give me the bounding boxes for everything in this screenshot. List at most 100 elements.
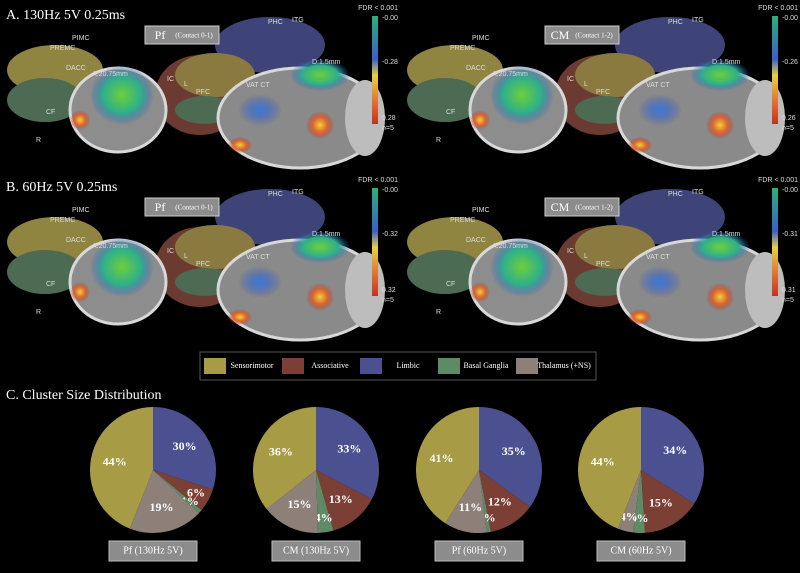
- brain-region: [215, 189, 325, 245]
- region-label: PHC: [668, 191, 683, 198]
- pie-value-label: 41%: [429, 451, 453, 465]
- colorbar-label: 0.31: [782, 287, 796, 294]
- pie-slice: [252, 407, 316, 510]
- region-label: R: [436, 137, 441, 144]
- activation: [490, 237, 554, 297]
- activation: [628, 309, 652, 325]
- activation: [90, 65, 154, 125]
- pie-slice: [89, 407, 153, 529]
- colorbar: [372, 16, 378, 124]
- legend-swatch: [438, 358, 460, 374]
- pie-slice: [316, 470, 372, 531]
- pie-value-label: 19%: [150, 500, 174, 514]
- axial-slice: [745, 80, 785, 156]
- region-label: PFC: [196, 89, 210, 96]
- activation: [238, 94, 282, 126]
- region-label: PFC: [596, 89, 610, 96]
- brain-region: [407, 78, 483, 122]
- pie-value-label: 35%: [502, 444, 526, 458]
- pie-slice: [415, 407, 479, 524]
- pie-label: Pf (60Hz 5V): [452, 545, 506, 556]
- region-label: PREMC: [450, 45, 475, 52]
- panel-title: A. 130Hz 5V 0.25ms: [6, 8, 125, 23]
- pie-value-label: 6%: [187, 485, 205, 499]
- region-label: PIMC: [472, 35, 490, 42]
- pie-slice: [129, 470, 199, 533]
- pie-slice: [641, 407, 704, 504]
- slice-label: A:20.75mm: [92, 71, 128, 78]
- pie-slice: [445, 470, 487, 533]
- region-label: ITG: [292, 189, 304, 196]
- colorbar-label: 0.32: [382, 287, 396, 294]
- pie-slice: [316, 470, 334, 533]
- colorbar-label: 0.26: [782, 115, 796, 122]
- pie-value-label: 13%: [329, 492, 353, 506]
- region-label: VAT CT: [646, 82, 670, 89]
- activation: [628, 137, 652, 153]
- panel-title: B. 60Hz 5V 0.25ms: [6, 180, 117, 195]
- pie-value-label: 12%: [488, 495, 512, 509]
- colorbar: [772, 16, 778, 124]
- pie-label-box: [596, 540, 686, 562]
- pie-value-label: 15%: [649, 495, 673, 509]
- legend-label: Limbic: [396, 361, 420, 370]
- slice-label: D:1.5mm: [312, 59, 341, 66]
- brain-panel: CM (Contact 1-2) PIMC PREMC DACC IC L PFC PHC ITG…: [407, 177, 798, 342]
- legend-swatch: [516, 358, 538, 374]
- colorbar-title: FDR < 0.001: [358, 177, 398, 184]
- region-label: VAT CT: [646, 254, 670, 261]
- region-label: VAT CT: [246, 254, 270, 261]
- contact-box: [544, 197, 620, 217]
- region-label: IC: [567, 248, 574, 255]
- colorbar-label: -0.00: [782, 15, 798, 22]
- pie-slice: [633, 470, 645, 533]
- region-label: PIMC: [72, 35, 90, 42]
- colorbar-n: n=5: [382, 297, 394, 304]
- pie-slice: [617, 470, 641, 533]
- brain-region: [215, 17, 325, 73]
- pie-label: Pf (130Hz 5V): [123, 545, 182, 556]
- colorbar-label: 0.28: [382, 115, 396, 122]
- legend-swatch: [282, 358, 304, 374]
- slice-label: A:20.75mm: [492, 243, 528, 250]
- legend-label: Thalamus (+NS): [537, 361, 591, 370]
- region-label: VAT CT: [246, 82, 270, 89]
- pie-slice: [479, 470, 491, 533]
- pie-label: CM (60Hz 5V): [610, 545, 671, 556]
- region-label: ITG: [692, 17, 704, 24]
- pie-slice: [578, 407, 641, 529]
- activation: [290, 59, 350, 91]
- slice-label: D:1.5mm: [712, 59, 741, 66]
- pie-slice: [641, 470, 695, 533]
- region-label: R: [436, 309, 441, 316]
- region-label: IC: [167, 76, 174, 83]
- region-label: CF: [446, 109, 455, 116]
- region-label: PHC: [668, 19, 683, 26]
- pie-value-label: 34%: [663, 443, 687, 457]
- activation: [638, 266, 682, 298]
- region-label: PREMC: [50, 45, 75, 52]
- contact-label: (Contact 0-1): [175, 32, 213, 40]
- pie-label-box: [434, 540, 524, 562]
- activation: [470, 282, 490, 302]
- contact-label: (Contact 0-1): [175, 204, 213, 212]
- contact-box: [144, 25, 220, 45]
- colorbar-label: -0.00: [382, 15, 398, 22]
- legend-swatch: [204, 358, 226, 374]
- slice-label: D:1.5mm: [712, 231, 741, 238]
- region-label: PHC: [268, 191, 283, 198]
- pie-slice: [479, 407, 543, 508]
- brain-region: [7, 250, 83, 294]
- contact-target: Pf: [155, 28, 166, 42]
- axial-slice: [745, 252, 785, 328]
- colorbar-label: -0.28: [382, 59, 398, 66]
- contact-target: Pf: [155, 200, 166, 214]
- contact-box: [144, 197, 220, 217]
- contact-target: CM: [551, 200, 570, 214]
- pie-value-label: 44%: [103, 454, 127, 468]
- region-label: PIMC: [472, 207, 490, 214]
- legend-label: Associative: [311, 361, 349, 370]
- region-label: CF: [446, 281, 455, 288]
- legend-swatch: [360, 358, 382, 374]
